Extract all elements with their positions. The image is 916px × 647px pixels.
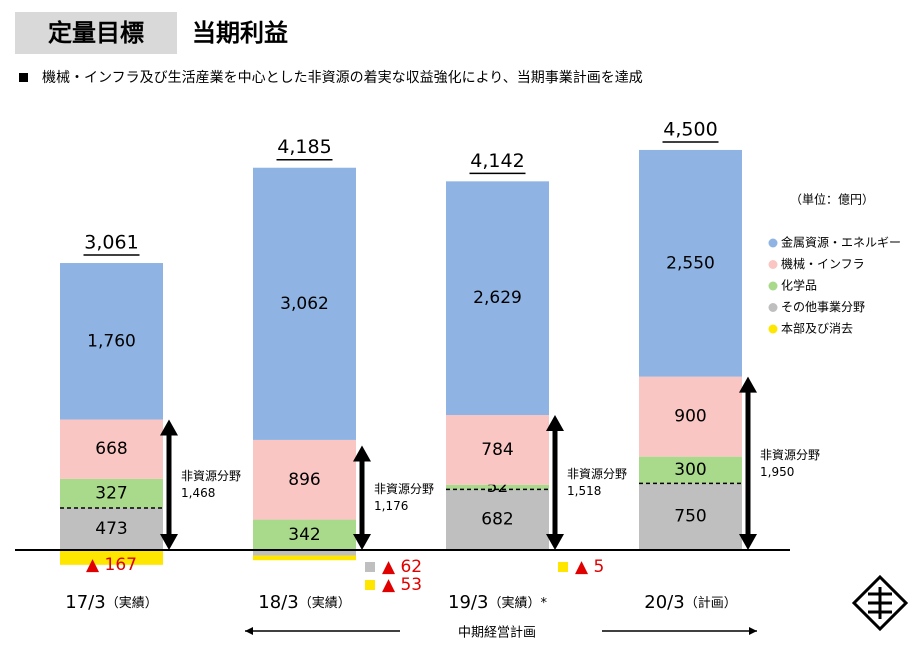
category: 20/3: [644, 592, 684, 613]
bar-segment: [639, 149, 742, 377]
value-label: 1,760: [87, 331, 136, 351]
category: 19/3: [448, 592, 488, 613]
category-note: （実績）*: [488, 595, 547, 611]
arrow-head: [160, 419, 178, 436]
bar-segment: [60, 550, 163, 565]
value-label: 3,062: [280, 294, 329, 314]
value-label: 300: [674, 460, 706, 480]
legend-swatch: [768, 260, 778, 269]
value-label: ▲ 5: [575, 557, 604, 577]
bar-segment: [253, 439, 356, 520]
value-label: 682: [481, 510, 513, 530]
arrow-head: [739, 376, 757, 393]
logo: [851, 574, 909, 632]
non-resource-value: 1,468: [181, 486, 215, 500]
bar-segment: [446, 489, 549, 550]
arrow-head: [353, 445, 371, 462]
x-tick-label: 18/3（実績）: [258, 592, 350, 613]
label-swatch: [365, 580, 375, 590]
legend-label: 本部及び消去: [781, 321, 853, 336]
tag: 定量目標: [48, 19, 144, 47]
label-swatch: [365, 562, 375, 572]
value-label: 750: [674, 507, 706, 527]
arrow-head: [353, 534, 371, 550]
bar-segment: [253, 550, 356, 556]
total-label: 3,061: [84, 232, 138, 254]
value-label: 784: [481, 440, 513, 460]
legend-label: 機械・インフラ: [781, 256, 865, 271]
arrow-head: [546, 534, 564, 550]
total-label: 4,142: [470, 150, 524, 172]
bar-segment: [60, 507, 163, 550]
value-label: ▲ 167: [86, 555, 137, 575]
bar-segment: [639, 456, 742, 484]
legend-swatch: [768, 281, 778, 291]
value-label: 473: [95, 519, 127, 539]
non-resource-value: 1,950: [760, 465, 794, 479]
category-note: （計画）: [685, 595, 737, 611]
arrow-head: [739, 534, 757, 550]
total-label: 4,500: [663, 118, 717, 140]
legend-swatch: [768, 238, 778, 248]
bullet: 機械・インフラ及び生活産業を中心とした非資源の着実な収益強化により、当期事業計画…: [42, 70, 643, 86]
value-label: 668: [95, 439, 127, 459]
value-label: 327: [95, 483, 127, 503]
bar-segment: [446, 415, 549, 485]
non-resource-value: 1,176: [374, 499, 408, 513]
bar-segment: [446, 181, 549, 416]
arrow-head: [160, 534, 178, 550]
value-label: 2,550: [666, 253, 715, 273]
non-resource-label: 非資源分野: [181, 469, 241, 483]
non-resource-value: 1,518: [567, 484, 601, 498]
bar-segment: [253, 519, 356, 550]
legend-swatch: [768, 324, 778, 334]
legend-label: その他事業分野: [781, 300, 865, 314]
bar-segment: [60, 263, 163, 420]
non-resource-label: 非資源分野: [760, 448, 820, 462]
bullet-mark: [19, 73, 28, 82]
bar-segment: [60, 419, 163, 479]
bar-segment: [639, 376, 742, 457]
total-label: 4,185: [277, 136, 331, 158]
label-swatch: [558, 562, 568, 572]
arrow-head: [749, 627, 757, 635]
category-note: （実績）: [106, 595, 158, 611]
value-label: 900: [674, 407, 706, 427]
value-label: ▲ 62: [382, 557, 422, 577]
value-label: 2,629: [473, 288, 522, 308]
bar-segment: [60, 478, 163, 508]
title: 当期利益: [192, 19, 288, 47]
value-label: 342: [288, 525, 320, 545]
non-resource-label: 非資源分野: [567, 467, 627, 481]
category-note: （実績）: [299, 595, 351, 611]
bar-segment: [253, 167, 356, 440]
bar-segment: [253, 555, 356, 561]
x-tick-label: 19/3（実績）*: [448, 592, 547, 613]
arrow-head: [245, 627, 253, 635]
non-resource-label: 非資源分野: [374, 482, 434, 496]
bar-segment: [639, 483, 742, 550]
arrow-head: [546, 415, 564, 432]
tag-box: [15, 12, 177, 54]
legend-label: 金属資源・エネルギー: [781, 235, 901, 250]
value-label: 896: [288, 470, 320, 490]
bar-segment: [446, 484, 549, 490]
legend-label: 化学品: [781, 278, 817, 293]
category: 17/3: [65, 592, 105, 613]
category: 18/3: [258, 592, 298, 613]
legend-swatch: [768, 303, 778, 312]
value-label: ▲ 53: [382, 575, 422, 595]
x-tick-label: 17/3（実績）: [65, 592, 157, 613]
unit: （単位：億円）: [790, 192, 874, 207]
period-label: 中期経営計画: [458, 625, 536, 641]
x-tick-label: 20/3（計画）: [644, 592, 736, 613]
